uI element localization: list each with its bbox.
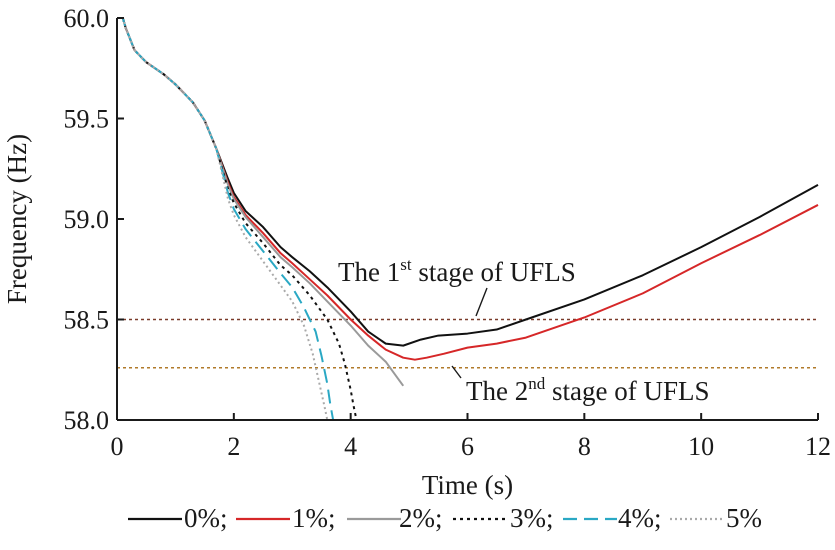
x-tick-label: 10: [688, 432, 714, 461]
y-tick-label: 59.5: [64, 105, 110, 134]
series-line: [117, 17, 329, 421]
ufls-stage-label: The 1st stage of UFLS: [338, 255, 576, 287]
y-tick-label: 58.0: [64, 406, 110, 435]
series-line: [117, 17, 819, 361]
x-tick-label: 6: [461, 432, 474, 461]
legend-label: 1%;: [292, 503, 336, 533]
legend: 0%; 1%; 2%; 3%; 4%; 5%: [128, 503, 762, 533]
x-tick-label: 0: [111, 432, 124, 461]
annotation-leader-line: [451, 365, 462, 379]
x-tick-label: 2: [227, 432, 240, 461]
x-tick-label: 4: [344, 432, 357, 461]
legend-label: 2%;: [399, 503, 443, 533]
axes: [116, 18, 818, 421]
y-tick-label: 59.0: [64, 205, 110, 234]
y-tick-label: 60.0: [64, 4, 110, 33]
y-axis-title: Frequency (Hz): [2, 134, 32, 304]
legend-label: 5%: [726, 503, 762, 533]
annotations: The 1st stage of UFLS The 2nd stage of UF…: [338, 255, 709, 406]
series-line: [117, 17, 358, 421]
annotation-leader-line: [475, 287, 488, 317]
series-lines: [117, 17, 819, 421]
x-tick-label: 8: [578, 432, 591, 461]
y-tick-label: 58.5: [64, 306, 110, 335]
legend-label: 4%;: [618, 503, 662, 533]
legend-label: 3%;: [510, 503, 554, 533]
x-tick-label: 12: [805, 432, 831, 461]
series-line: [117, 17, 405, 387]
threshold-lines: [117, 318, 818, 369]
x-axis-title: Time (s): [422, 470, 513, 500]
series-line: [117, 17, 819, 347]
ticks: 0 2 4 6 8 10 12 58.0 58.5 59.0 59.5 60.0: [64, 4, 832, 461]
legend-label: 0%;: [184, 503, 228, 533]
series-line: [117, 17, 335, 421]
ufls-stage-label: The 2nd stage of UFLS: [466, 374, 709, 406]
